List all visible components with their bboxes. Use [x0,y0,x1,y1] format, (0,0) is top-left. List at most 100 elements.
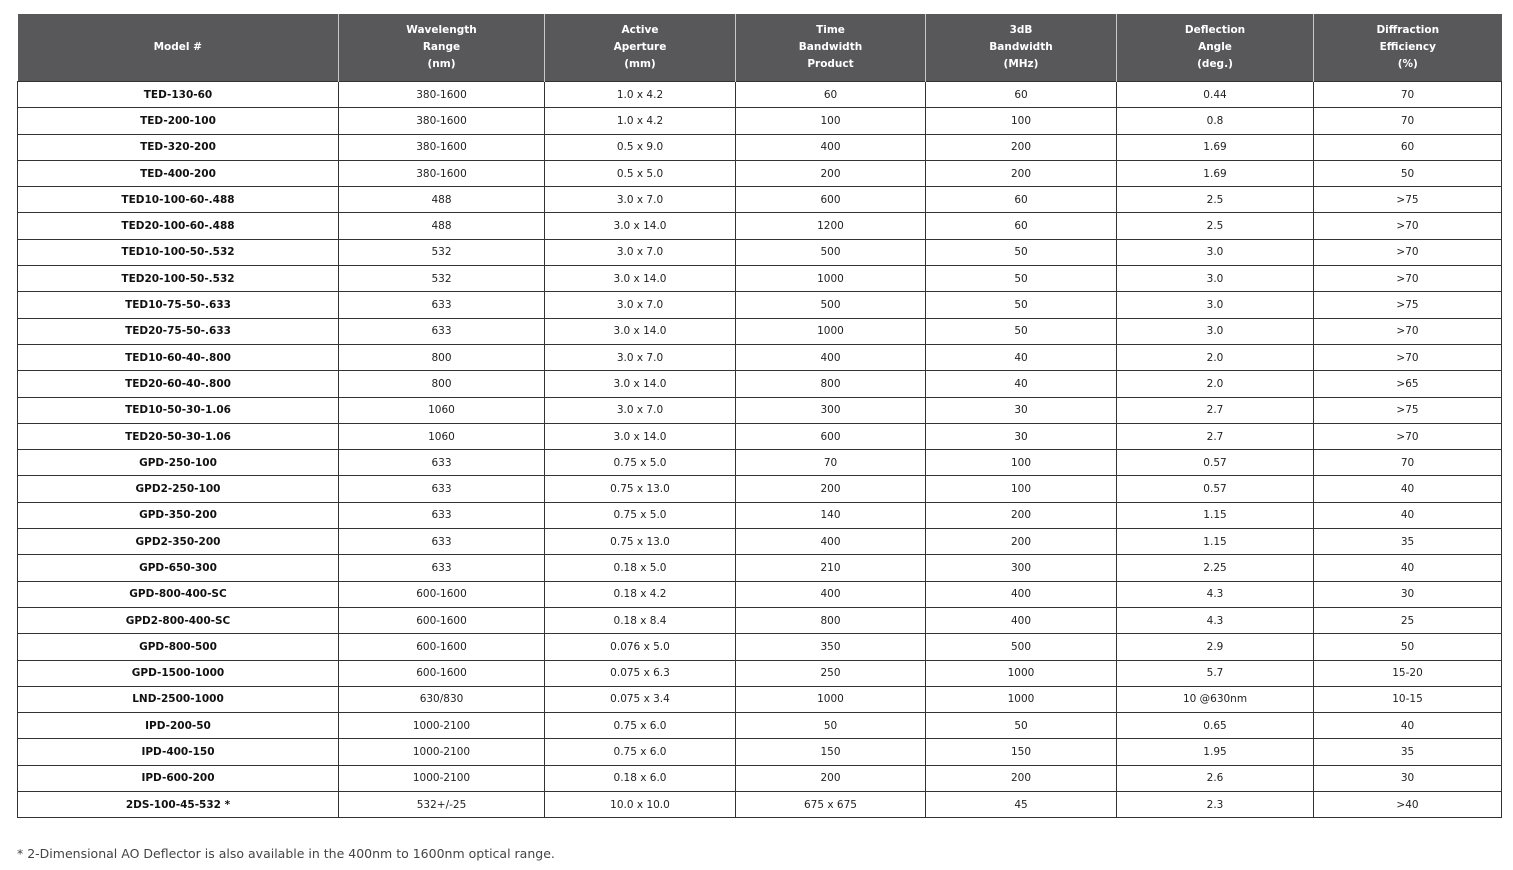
data-cell: 100 [925,107,1117,135]
data-cell: 488 [338,212,545,240]
data-cell: 800 [338,370,545,398]
data-cell: 380-1600 [338,133,545,161]
data-cell: 200 [925,528,1117,556]
table-row: TED10-60-40-.800 800 3.0 x 7.0 400 40 2.0 >70 [17,343,1502,372]
data-cell: 40 [1313,475,1502,503]
data-cell: 633 [338,528,545,556]
data-cell: 300 [735,396,926,424]
data-cell: >75 [1313,186,1502,214]
data-cell: 100 [735,107,926,135]
data-cell: 70 [1313,449,1502,477]
data-cell: 2.25 [1116,554,1314,582]
data-cell: 3.0 x 14.0 [544,265,736,293]
data-cell: 5.7 [1116,659,1314,687]
data-cell: 1.69 [1116,159,1314,188]
data-cell: 0.57 [1116,475,1314,503]
header-text: Active [621,24,659,36]
model-cell: IPD-200-50 [17,712,339,740]
data-cell: 45 [925,791,1117,819]
header-text: Deflection [1184,24,1246,36]
header-cell: Model # [17,14,339,82]
data-cell: 0.75 x 6.0 [544,738,736,766]
table-row: TED10-50-30-1.06 1060 3.0 x 7.0 300 30 2.7 >75 [17,396,1502,424]
model-cell: GPD-800-500 [17,633,339,661]
data-cell: 3.0 [1116,238,1314,267]
model-cell: TED10-50-30-1.06 [17,396,339,424]
data-cell: 50 [925,712,1117,740]
data-cell: 0.65 [1116,712,1314,740]
data-cell: 500 [735,291,926,319]
data-cell: 1.15 [1116,501,1314,530]
data-cell: 532+/-25 [338,791,545,819]
data-cell: 3.0 [1116,317,1314,345]
data-cell: 2.3 [1116,791,1314,819]
model-cell: IPD-400-150 [17,738,339,766]
table-row: GPD-1500-1000 600-1600 0.075 x 6.3 250 1000 5… [17,659,1502,687]
data-cell: 40 [925,343,1117,372]
data-cell: 400 [925,606,1117,635]
model-cell: TED-200-100 [17,107,339,135]
header-row: Model # Wavelength Range (nm) Active Aperture… [17,14,1502,82]
data-cell: >75 [1313,291,1502,319]
data-cell: 30 [1313,580,1502,608]
header-text: Wavelength [406,24,477,36]
header-text: (nm) [427,58,456,70]
data-cell: 150 [925,738,1117,766]
data-cell: 633 [338,501,545,530]
data-cell: 140 [735,501,926,530]
header-cell: Diffraction Efficiency (%) [1313,14,1502,82]
header-cell: Wavelength Range (nm) [338,14,545,82]
data-cell: 25 [1313,606,1502,635]
data-cell: >70 [1313,212,1502,240]
data-cell: 300 [925,554,1117,582]
data-cell: 200 [925,501,1117,530]
data-cell: 0.5 x 9.0 [544,133,736,161]
model-cell: 2DS-100-45-532 * [17,791,339,819]
model-cell: GPD2-800-400-SC [17,606,339,635]
data-cell: 532 [338,238,545,267]
data-cell: 70 [1313,107,1502,135]
model-cell: IPD-600-200 [17,764,339,793]
header-text: (MHz) [1003,58,1039,70]
data-cell: >70 [1313,238,1502,267]
model-cell: GPD-650-300 [17,554,339,582]
data-cell: 380-1600 [338,159,545,188]
spec-table: Model # Wavelength Range (nm) Active Aperture… [17,14,1502,819]
data-cell: 0.75 x 6.0 [544,712,736,740]
data-cell: 633 [338,317,545,345]
data-cell: 380-1600 [338,107,545,135]
header-text: Time [816,24,845,36]
data-cell: 1000 [925,685,1117,714]
data-cell: 3.0 x 7.0 [544,291,736,319]
data-cell: 10.0 x 10.0 [544,791,736,819]
data-cell: 60 [925,186,1117,214]
model-cell: TED-320-200 [17,133,339,161]
data-cell: 2.5 [1116,186,1314,214]
data-cell: 0.75 x 5.0 [544,501,736,530]
table-row: TED20-100-50-.532 532 3.0 x 14.0 1000 50 3.0 >… [17,265,1502,293]
data-cell: 30 [925,396,1117,424]
data-cell: 1000-2100 [338,712,545,740]
data-cell: 0.44 [1116,80,1314,109]
data-cell: 0.57 [1116,449,1314,477]
data-cell: 2.0 [1116,370,1314,398]
data-cell: 10 @630nm [1116,685,1314,714]
data-cell: 3.0 x 7.0 [544,186,736,214]
data-cell: 210 [735,554,926,582]
header-text: Diffraction [1376,24,1440,36]
data-cell: >70 [1313,422,1502,451]
data-cell: 50 [1313,633,1502,661]
model-cell: TED20-100-50-.532 [17,265,339,293]
table-row: GPD-350-200 633 0.75 x 5.0 140 200 1.15 40 [17,501,1502,530]
data-cell: 30 [925,422,1117,451]
table-row: TED10-75-50-.633 633 3.0 x 7.0 500 50 3.0 >75 [17,291,1502,319]
data-cell: 200 [925,133,1117,161]
header-cell: Time Bandwidth Product [735,14,926,82]
data-cell: 3.0 x 14.0 [544,370,736,398]
data-cell: 600-1600 [338,659,545,687]
table-row: TED-400-200 380-1600 0.5 x 5.0 200 200 1.69 50 [17,159,1502,188]
data-cell: 100 [925,449,1117,477]
data-cell: 2.5 [1116,212,1314,240]
data-cell: 200 [735,159,926,188]
